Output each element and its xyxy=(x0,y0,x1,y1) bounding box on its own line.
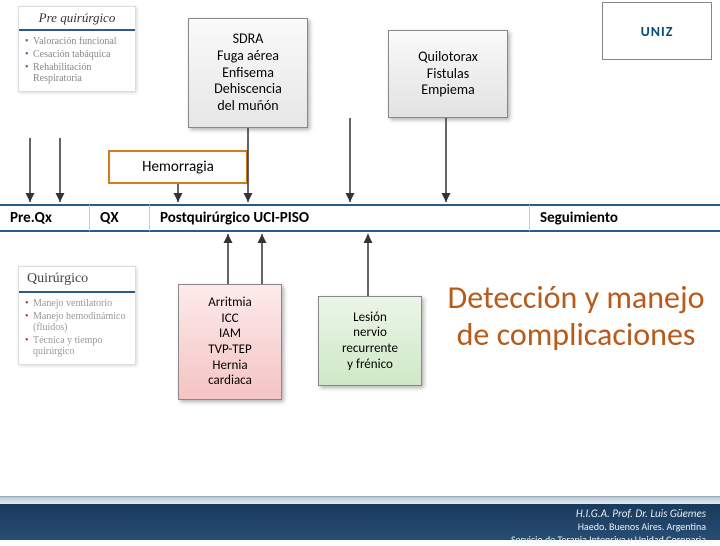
box-line: Arritmia xyxy=(179,295,281,311)
box-line: Fistulas xyxy=(389,66,507,83)
box-hemorragia: Hemorragia xyxy=(108,150,248,184)
qx-item: Manejo ventilatorio xyxy=(25,297,129,310)
qx-item: Manejo hemodinámico (fluidos) xyxy=(25,310,129,334)
timeline-post: Postquirúrgico UCI-PISO xyxy=(150,204,530,232)
box-line: y frénico xyxy=(319,357,421,373)
box-line: del muñón xyxy=(189,98,307,115)
box-line: nervio xyxy=(319,325,421,341)
box-line: Quilotorax xyxy=(389,49,507,66)
footer-gradient xyxy=(0,496,720,504)
box-line: SDRA xyxy=(189,31,307,48)
footer-line1: H.I.G.A. Prof. Dr. Luis Güemes xyxy=(0,507,706,520)
box-line: recurrente xyxy=(319,341,421,357)
main-headline: Detección y manejo de complicaciones xyxy=(438,280,714,354)
pre-item: Cesación tabáquica xyxy=(25,48,129,61)
footer-band: H.I.G.A. Prof. Dr. Luis Güemes Haedo. Bu… xyxy=(0,504,720,540)
timeline-bar: Pre.Qx QX Postquirúrgico UCI-PISO Seguim… xyxy=(0,204,720,232)
footer: H.I.G.A. Prof. Dr. Luis Güemes Haedo. Bu… xyxy=(0,480,720,540)
box-line: Empiema xyxy=(389,82,507,99)
box-line: Hernia xyxy=(179,358,281,374)
quirurgico-card: Quirúrgico Manejo ventilatorio Manejo he… xyxy=(18,266,136,365)
box-sdra: SDRA Fuga aérea Enfisema Dehiscencia del… xyxy=(188,18,308,128)
qx-item: Técnica y tiempo quirúrgico xyxy=(25,334,129,358)
timeline-pre: Pre.Qx xyxy=(0,204,90,232)
box-line: ICC xyxy=(179,311,281,327)
box-lesion: Lesión nervio recurrente y frénico xyxy=(318,296,422,386)
box-line: Enfisema xyxy=(189,65,307,82)
box-line: IAM xyxy=(179,326,281,342)
box-line: Fuga aérea xyxy=(189,48,307,65)
qx-card-title: Quirúrgico xyxy=(19,267,135,293)
box-line: Lesión xyxy=(319,310,421,326)
timeline-qx: QX xyxy=(90,204,150,232)
timeline-seg: Seguimiento xyxy=(530,204,720,232)
box-line: TVP-TEP xyxy=(179,342,281,358)
pre-card-title: Pre quirúrgico xyxy=(19,7,135,31)
footer-line2: Haedo. Buenos Aires. Argentina Servicio … xyxy=(0,520,706,546)
pre-item: Valoración funcional xyxy=(25,35,129,48)
box-arritmia: Arritmia ICC IAM TVP-TEP Hernia cardiaca xyxy=(178,284,282,400)
qx-card-list: Manejo ventilatorio Manejo hemodinámico … xyxy=(19,293,135,364)
logo-badge: UNIZ xyxy=(602,2,712,60)
logo-text: UNIZ xyxy=(641,23,674,40)
hem-text: Hemorragia xyxy=(110,158,246,176)
box-quilotorax: Quilotorax Fistulas Empiema xyxy=(388,30,508,118)
pre-quirurgico-card: Pre quirúrgico Valoración funcional Cesa… xyxy=(18,6,136,92)
pre-item: Rehabilitación Respiratoria xyxy=(25,61,129,85)
pre-card-list: Valoración funcional Cesación tabáquica … xyxy=(19,31,135,91)
box-line: Dehiscencia xyxy=(189,81,307,98)
box-line: cardiaca xyxy=(179,373,281,389)
